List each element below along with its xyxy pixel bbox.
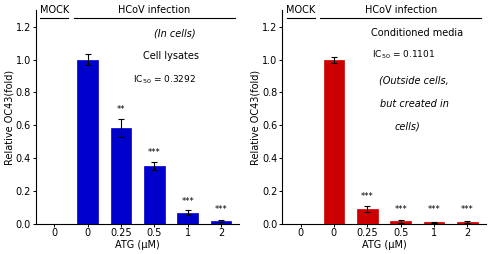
Bar [323,60,344,224]
Text: ***: *** [394,205,407,214]
Bar [357,209,378,224]
Text: ***: *** [181,197,194,205]
Text: but created in: but created in [380,99,448,109]
Text: ***: *** [215,205,227,214]
Text: Cell lysates: Cell lysates [143,51,199,61]
Bar [111,128,131,224]
X-axis label: ATG (μM): ATG (μM) [362,240,406,250]
Text: IC$_{50}$ = 0.3292: IC$_{50}$ = 0.3292 [133,73,196,86]
Text: (In cells): (In cells) [153,28,195,38]
Bar [177,213,198,224]
X-axis label: ATG (μM): ATG (μM) [115,240,160,250]
Text: HCoV infection: HCoV infection [365,5,437,14]
Text: ***: *** [428,205,441,214]
Bar [424,222,444,224]
Text: ***: *** [148,148,161,157]
Y-axis label: Relative OC43(fold): Relative OC43(fold) [250,69,261,165]
Text: cells): cells) [394,122,420,132]
Text: **: ** [117,105,125,114]
Text: Conditioned media: Conditioned media [371,28,464,38]
Text: MOCK: MOCK [40,5,69,14]
Text: ***: *** [461,205,474,214]
Y-axis label: Relative OC43(fold): Relative OC43(fold) [4,69,14,165]
Text: IC$_{50}$ = 0.1101: IC$_{50}$ = 0.1101 [372,49,436,61]
Bar [77,60,98,224]
Text: (Outside cells,: (Outside cells, [379,76,449,86]
Bar [211,221,231,224]
Text: MOCK: MOCK [286,5,315,14]
Text: HCoV infection: HCoV infection [118,5,191,14]
Bar [391,221,411,224]
Text: ***: *** [361,192,374,201]
Bar [144,166,165,224]
Bar [457,222,478,224]
